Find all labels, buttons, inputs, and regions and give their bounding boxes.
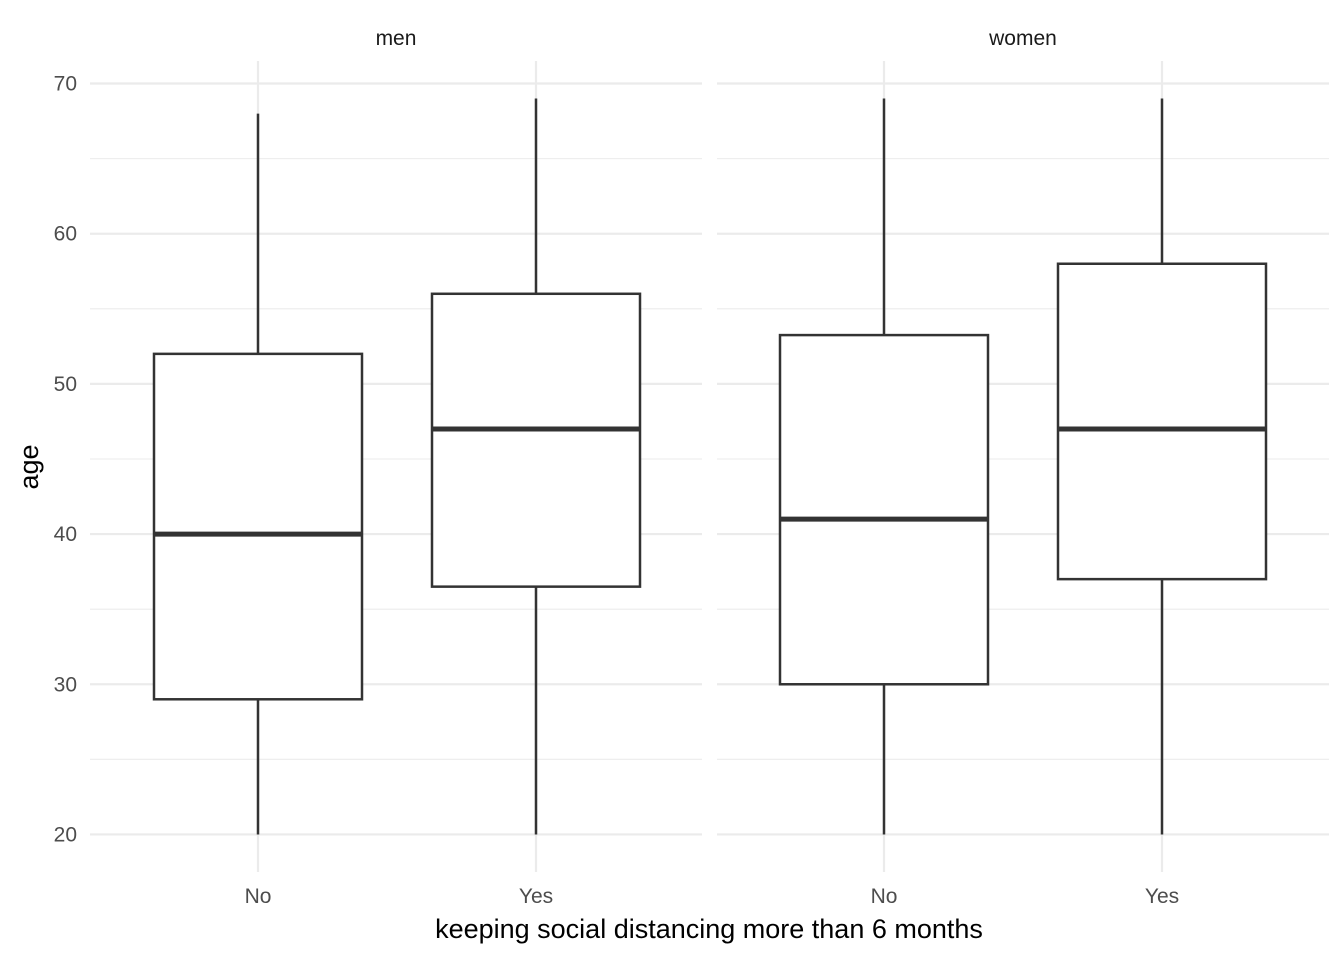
- facet-panel-men: men No Yes: [152, 27, 642, 908]
- boxplot-women-no: [778, 98, 990, 835]
- boxplot-men-yes: [430, 98, 642, 835]
- y-tick-label: 60: [54, 223, 77, 246]
- y-tick-label: 20: [54, 823, 77, 846]
- y-axis-title: age: [14, 444, 44, 489]
- facet-strip-label: men: [376, 27, 417, 50]
- facet-panel-women: women No Yes: [778, 27, 1268, 908]
- x-tick-label: Yes: [1145, 885, 1179, 908]
- iqr-box: [152, 352, 364, 701]
- y-tick-label: 30: [54, 673, 77, 696]
- y-tick-label: 40: [54, 523, 77, 546]
- x-axis-title: keeping social distancing more than 6 mo…: [435, 914, 983, 944]
- x-tick-label: No: [245, 885, 272, 908]
- x-tick-label: No: [871, 885, 898, 908]
- iqr-box: [1056, 262, 1268, 581]
- y-tick-label: 70: [54, 73, 77, 96]
- facet-strip-label: women: [988, 27, 1057, 50]
- y-tick-label: 50: [54, 373, 77, 396]
- iqr-box: [430, 292, 642, 588]
- boxplot-women-yes: [1056, 98, 1268, 835]
- x-tick-label: Yes: [519, 885, 553, 908]
- y-axis: 20 30 40 50 60 70: [54, 73, 77, 847]
- facets: men No Yes women No Yes: [152, 27, 1268, 908]
- boxplot-men-no: [152, 113, 364, 835]
- iqr-box: [778, 333, 990, 686]
